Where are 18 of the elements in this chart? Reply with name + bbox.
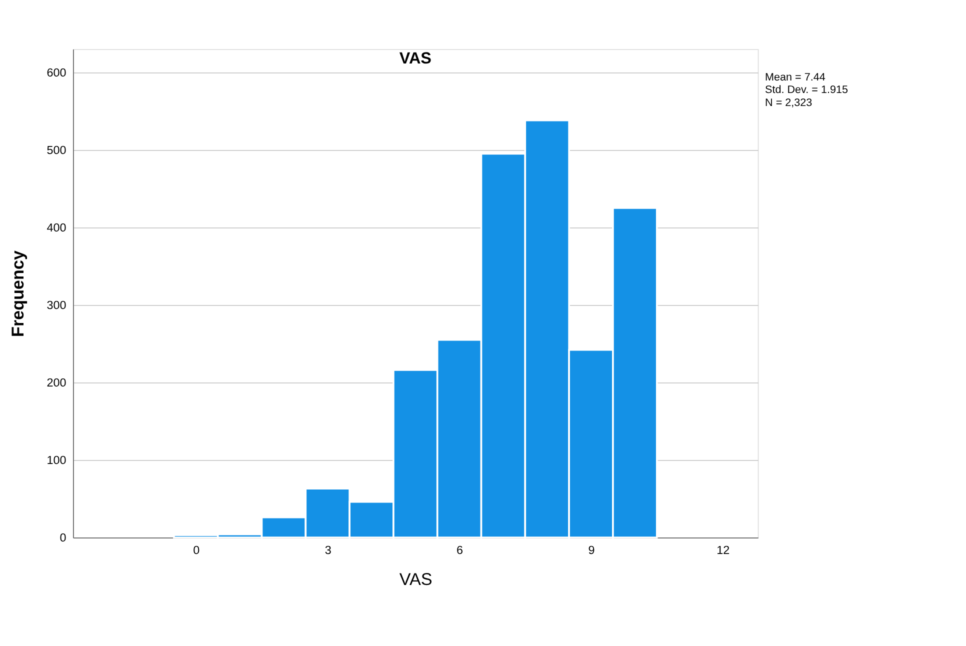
x-tick-label: 3 [324,544,332,558]
x-tick-label: 0 [193,544,200,558]
text: Mean = 7.44 [765,72,826,84]
y-axis-title: Frequency [8,250,28,337]
chart-title: VAS [399,49,432,68]
y-tick-label: 200 [46,376,67,390]
x-tick-label: 12 [716,544,730,558]
y-tick-label: 600 [46,66,67,80]
y-tick-label: 400 [46,221,67,234]
y-tick-label: 0 [60,532,67,545]
x-tick-label: 6 [456,544,464,558]
y-tick-label: 300 [46,298,67,312]
y-tick-label: 100 [46,454,67,468]
x-axis-title: VAS [399,570,432,589]
x-tick-label: 9 [588,544,595,558]
text: N = 2,323 [765,96,812,109]
y-tick-label: 500 [46,144,67,157]
text: Std. Dev. = 1.915 [765,84,848,96]
